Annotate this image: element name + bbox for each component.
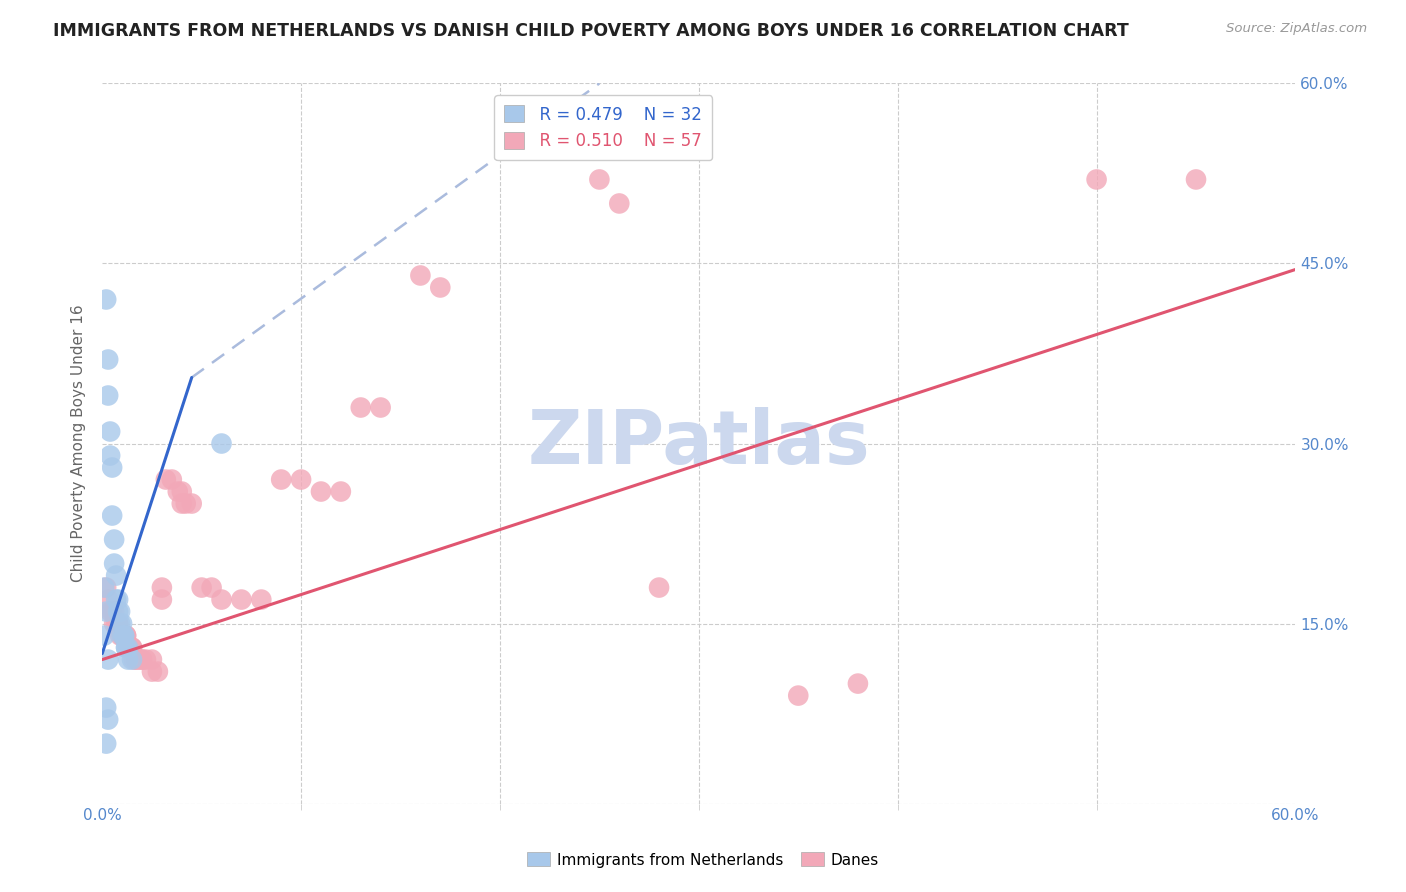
- Point: [96, 605, 118, 619]
- Point: [846, 676, 869, 690]
- Point: [409, 268, 432, 283]
- Point: [648, 581, 671, 595]
- Point: [270, 473, 292, 487]
- Point: [131, 652, 153, 666]
- Point: [108, 629, 131, 643]
- Point: [350, 401, 373, 415]
- Point: [105, 616, 128, 631]
- Point: [429, 280, 451, 294]
- Point: [1185, 172, 1208, 186]
- Point: [105, 592, 128, 607]
- Point: [115, 629, 138, 643]
- Point: [1085, 172, 1108, 186]
- Point: [101, 460, 124, 475]
- Point: [250, 592, 273, 607]
- Point: [131, 652, 153, 666]
- Point: [150, 592, 173, 607]
- Point: [121, 652, 143, 666]
- Point: [97, 352, 120, 367]
- Point: [588, 172, 610, 186]
- Legend: Immigrants from Netherlands, Danes: Immigrants from Netherlands, Danes: [522, 847, 884, 873]
- Y-axis label: Child Poverty Among Boys Under 16: Child Poverty Among Boys Under 16: [72, 305, 86, 582]
- Point: [370, 401, 392, 415]
- Point: [125, 652, 148, 666]
- Point: [160, 473, 183, 487]
- Point: [211, 436, 233, 450]
- Point: [155, 473, 177, 487]
- Point: [112, 629, 135, 643]
- Point: [121, 640, 143, 655]
- Point: [111, 629, 134, 643]
- Point: [180, 497, 202, 511]
- Point: [115, 640, 138, 655]
- Point: [231, 592, 253, 607]
- Point: [105, 568, 128, 582]
- Point: [200, 581, 222, 595]
- Point: [112, 629, 135, 643]
- Point: [98, 425, 121, 439]
- Point: [146, 665, 169, 679]
- Point: [115, 629, 138, 643]
- Point: [107, 616, 129, 631]
- Point: [170, 484, 193, 499]
- Text: IMMIGRANTS FROM NETHERLANDS VS DANISH CHILD POVERTY AMONG BOYS UNDER 16 CORRELAT: IMMIGRANTS FROM NETHERLANDS VS DANISH CH…: [53, 22, 1129, 40]
- Point: [96, 737, 118, 751]
- Point: [117, 640, 139, 655]
- Point: [97, 713, 120, 727]
- Point: [96, 293, 118, 307]
- Point: [103, 605, 125, 619]
- Point: [117, 652, 139, 666]
- Point: [166, 484, 188, 499]
- Text: ZIPatlas: ZIPatlas: [527, 407, 870, 480]
- Point: [607, 196, 630, 211]
- Point: [97, 592, 120, 607]
- Point: [111, 629, 134, 643]
- Point: [122, 652, 145, 666]
- Point: [309, 484, 332, 499]
- Point: [329, 484, 352, 499]
- Point: [787, 689, 810, 703]
- Point: [174, 497, 197, 511]
- Point: [103, 557, 125, 571]
- Text: Source: ZipAtlas.com: Source: ZipAtlas.com: [1226, 22, 1367, 36]
- Point: [115, 640, 138, 655]
- Point: [103, 533, 125, 547]
- Point: [112, 629, 135, 643]
- Point: [117, 640, 139, 655]
- Point: [93, 581, 115, 595]
- Point: [97, 388, 120, 402]
- Point: [101, 508, 124, 523]
- Point: [108, 605, 131, 619]
- Point: [93, 629, 115, 643]
- Point: [211, 592, 233, 607]
- Point: [98, 449, 121, 463]
- Legend:   R = 0.479    N = 32,   R = 0.510    N = 57: R = 0.479 N = 32, R = 0.510 N = 57: [495, 95, 713, 160]
- Point: [141, 652, 163, 666]
- Point: [111, 629, 134, 643]
- Point: [170, 497, 193, 511]
- Point: [103, 616, 125, 631]
- Point: [98, 605, 121, 619]
- Point: [101, 605, 124, 619]
- Point: [150, 581, 173, 595]
- Point: [121, 640, 143, 655]
- Point: [141, 665, 163, 679]
- Point: [107, 592, 129, 607]
- Point: [111, 616, 134, 631]
- Point: [108, 616, 131, 631]
- Point: [127, 652, 149, 666]
- Point: [117, 640, 139, 655]
- Point: [96, 581, 118, 595]
- Point: [107, 616, 129, 631]
- Point: [96, 700, 118, 714]
- Point: [290, 473, 312, 487]
- Point: [135, 652, 157, 666]
- Point: [190, 581, 212, 595]
- Point: [97, 652, 120, 666]
- Point: [107, 605, 129, 619]
